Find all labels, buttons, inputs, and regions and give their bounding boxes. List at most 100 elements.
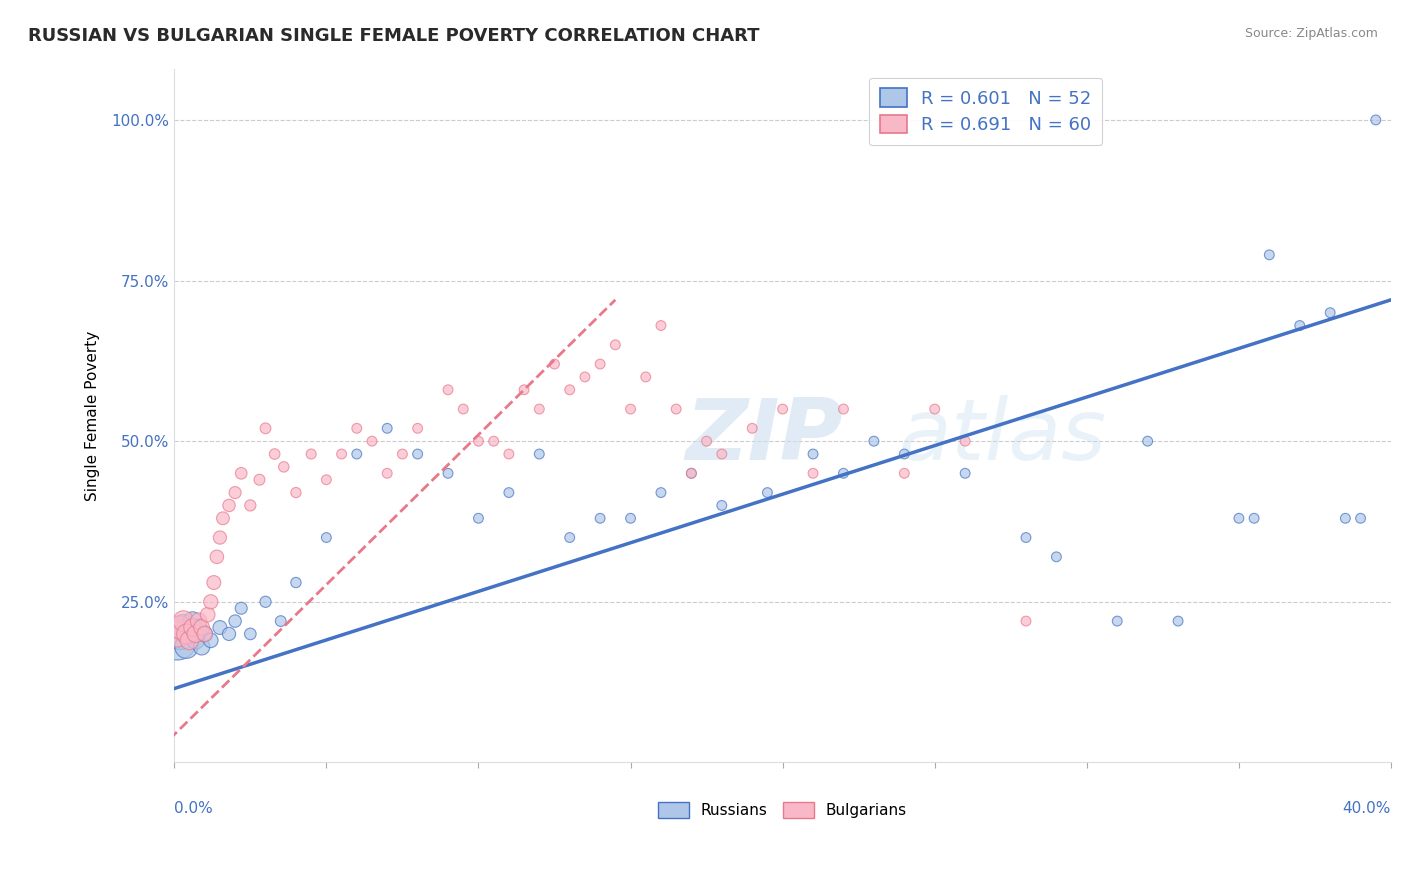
Point [832,467,855,481]
Point [346,421,368,435]
Point [249,473,271,487]
Point [224,485,246,500]
Point [467,434,489,449]
Text: ZIP: ZIP [685,395,844,478]
Point [529,402,551,417]
Point [681,467,703,481]
Point [605,338,627,352]
Point [208,620,231,634]
Point [181,620,204,634]
Point [190,640,212,654]
Point [467,511,489,525]
Point [391,447,413,461]
Text: atlas: atlas [898,395,1107,478]
Text: 40.0%: 40.0% [1343,801,1391,815]
Point [650,485,672,500]
Point [176,640,198,654]
Point [772,402,794,417]
Point [172,620,194,634]
Point [263,447,285,461]
Point [202,575,225,590]
Point [650,318,672,333]
Point [893,447,915,461]
Point [190,620,212,634]
Point [710,499,733,513]
Point [194,627,217,641]
Point [1136,434,1159,449]
Point [1258,248,1281,262]
Point [1045,549,1067,564]
Text: 0.0%: 0.0% [174,801,214,815]
Point [589,357,612,371]
Point [270,614,292,628]
Point [1107,614,1129,628]
Point [953,467,976,481]
Point [756,485,779,500]
Point [863,434,886,449]
Point [558,383,581,397]
Point [200,633,222,648]
Point [212,511,235,525]
Point [634,370,657,384]
Point [375,467,398,481]
Point [924,402,946,417]
Point [315,531,337,545]
Point [208,531,231,545]
Point [832,402,855,417]
Point [406,447,429,461]
Point [361,434,384,449]
Point [498,447,520,461]
Point [205,549,228,564]
Point [239,627,262,641]
Point [801,467,824,481]
Point [681,467,703,481]
Point [619,402,641,417]
Point [801,447,824,461]
Point [176,627,198,641]
Point [330,447,353,461]
Point [437,467,460,481]
Point [665,402,688,417]
Point [710,447,733,461]
Point [187,614,209,628]
Point [1167,614,1189,628]
Point [194,627,217,641]
Point [1334,511,1357,525]
Point [181,614,204,628]
Point [451,402,474,417]
Point [498,485,520,500]
Text: RUSSIAN VS BULGARIAN SINGLE FEMALE POVERTY CORRELATION CHART: RUSSIAN VS BULGARIAN SINGLE FEMALE POVER… [28,27,759,45]
Point [482,434,505,449]
Point [1015,531,1038,545]
Point [1243,511,1265,525]
Legend: Russians, Bulgarians: Russians, Bulgarians [652,796,912,824]
Point [375,421,398,435]
Point [1227,511,1250,525]
Point [273,459,295,474]
Point [346,447,368,461]
Point [299,447,322,461]
Point [218,499,240,513]
Point [166,627,188,641]
Point [184,627,207,641]
Point [254,421,277,435]
Point [1288,318,1310,333]
Point [179,633,201,648]
Point [172,614,194,628]
Point [1015,614,1038,628]
Point [953,434,976,449]
Point [437,383,460,397]
Point [218,627,240,641]
Point [224,614,246,628]
Point [529,447,551,461]
Point [284,485,307,500]
Point [169,627,191,641]
Point [589,511,612,525]
Point [1365,112,1388,127]
Point [239,499,262,513]
Point [284,575,307,590]
Point [543,357,565,371]
Point [619,511,641,525]
Text: Source: ZipAtlas.com: Source: ZipAtlas.com [1244,27,1378,40]
Point [187,620,209,634]
